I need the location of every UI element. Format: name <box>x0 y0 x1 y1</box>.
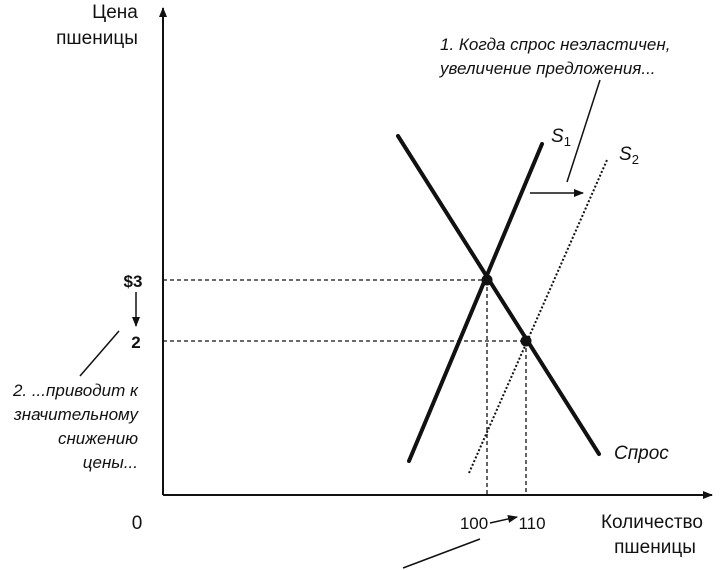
equilibrium-point-2 <box>520 335 532 347</box>
y-axis-title-line1: Цена <box>92 2 138 23</box>
demand-curve <box>396 134 601 456</box>
y-axis-title-line2: пшеницы <box>56 28 138 49</box>
demand-label: Спрос <box>614 443 669 464</box>
qty-tick-100: 100 <box>460 514 488 533</box>
note1-pointer <box>566 79 601 183</box>
qty-tick-110: 110 <box>518 514 545 533</box>
equilibrium-point-1 <box>481 274 493 286</box>
supply-curve-s1 <box>407 142 544 463</box>
note2-line2: значительному <box>13 405 140 424</box>
s1-label: S1 <box>551 126 571 149</box>
price-tick-3: $3 <box>124 272 143 291</box>
note1-line1: 1. Когда спрос неэластичен, <box>440 35 670 54</box>
note1-line2: увеличение предложения... <box>439 59 656 78</box>
s2-label: S2 <box>619 144 639 167</box>
x-axis-title-line1: Количество <box>601 512 703 533</box>
price-tick-2: 2 <box>131 333 140 352</box>
note2-line4: цены... <box>83 453 138 472</box>
qty-pointer-line <box>402 538 481 569</box>
note2-pointer <box>79 330 120 377</box>
origin-label: 0 <box>132 513 143 534</box>
note2-line1: 2. ...приводит к <box>12 381 139 400</box>
x-axis-title-line2: пшеницы <box>614 537 696 558</box>
note2-line3: снижению <box>58 429 138 448</box>
supply-curve-s2 <box>468 159 608 474</box>
qty-increase-arrow <box>489 515 518 524</box>
